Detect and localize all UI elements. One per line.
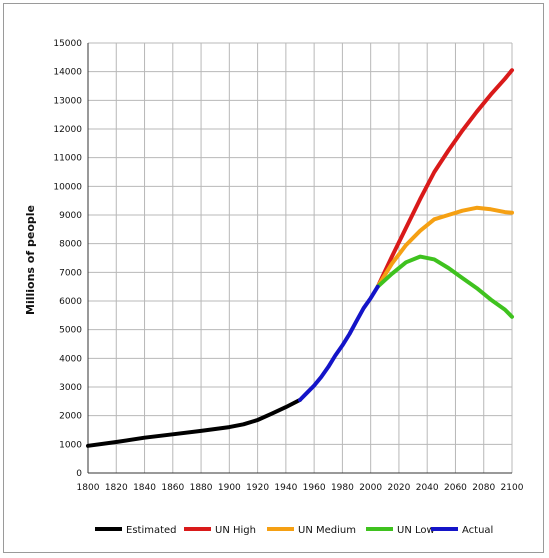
x-tick-label: 1920: [246, 483, 269, 493]
x-tick-label: 1880: [190, 483, 213, 493]
y-tick-label: 12000: [53, 125, 82, 135]
legend-label: UN High: [215, 525, 256, 536]
x-tick-labels: 1800 1820 1840 1860 1880 1900 1920 1940 1960 1980…: [77, 483, 524, 493]
x-tick-label: 1860: [161, 483, 184, 493]
series-line-un-low: [375, 254, 514, 319]
legend-label: Actual: [462, 525, 493, 536]
x-tick-label: 2100: [501, 483, 524, 493]
x-tick-label: 1960: [303, 483, 326, 493]
axes: [87, 43, 512, 474]
legend-label: UN Low: [397, 525, 435, 536]
legend-item-actual: Actual: [431, 525, 493, 536]
series-line-un-high: [375, 68, 514, 289]
x-tick-label: 1840: [133, 483, 156, 493]
legend-label: Estimated: [126, 525, 177, 536]
x-tick-label: 2080: [472, 483, 495, 493]
x-tick-label: 2060: [444, 483, 467, 493]
x-tick-label: 1800: [77, 483, 100, 493]
y-tick-label: 13000: [53, 96, 82, 106]
legend-item-un-low: UN Low: [366, 525, 435, 536]
x-tick-label: 1940: [274, 483, 297, 493]
legend: Estimated UN High UN Medium UN Low Actual: [95, 525, 493, 536]
y-tick-label: 8000: [59, 240, 82, 250]
legend-label: UN Medium: [298, 525, 356, 536]
y-tick-label: 7000: [59, 268, 82, 278]
y-axis-label: Millions of people: [24, 205, 37, 315]
y-tick-label: 4000: [59, 354, 82, 364]
x-tick-label: 1820: [105, 483, 128, 493]
y-tick-label: 14000: [53, 68, 82, 78]
x-tick-label: 1900: [218, 483, 241, 493]
x-tick-label: 2020: [387, 483, 410, 493]
y-tick-label: 2000: [59, 412, 82, 422]
series-line-actual: [298, 284, 380, 402]
y-tick-labels: 0 1000 2000 3000 4000 5000 6000 7000 8000 9000 100…: [53, 39, 82, 479]
grid: [87, 42, 513, 474]
y-tick-label: 6000: [59, 297, 82, 307]
x-tick-label: 1980: [331, 483, 354, 493]
legend-item-un-high: UN High: [184, 525, 256, 536]
y-tick-label: 15000: [53, 39, 82, 49]
x-tick-label: 2040: [416, 483, 439, 493]
y-tick-label: 3000: [59, 383, 82, 393]
y-tick-label: 1000: [59, 440, 82, 450]
legend-item-estimated: Estimated: [95, 525, 177, 536]
series-lines: [86, 68, 514, 448]
chart-frame: [3, 3, 544, 553]
y-tick-label: 5000: [59, 326, 82, 336]
series-line-un-medium: [375, 205, 514, 289]
y-tick-label: 11000: [53, 154, 82, 164]
y-tick-label: 0: [76, 469, 82, 479]
y-tick-label: 9000: [59, 211, 82, 221]
y-tick-label: 10000: [53, 182, 82, 192]
x-tick-label: 2000: [359, 483, 382, 493]
legend-item-un-medium: UN Medium: [267, 525, 356, 536]
series-line-estimated: [86, 397, 302, 448]
